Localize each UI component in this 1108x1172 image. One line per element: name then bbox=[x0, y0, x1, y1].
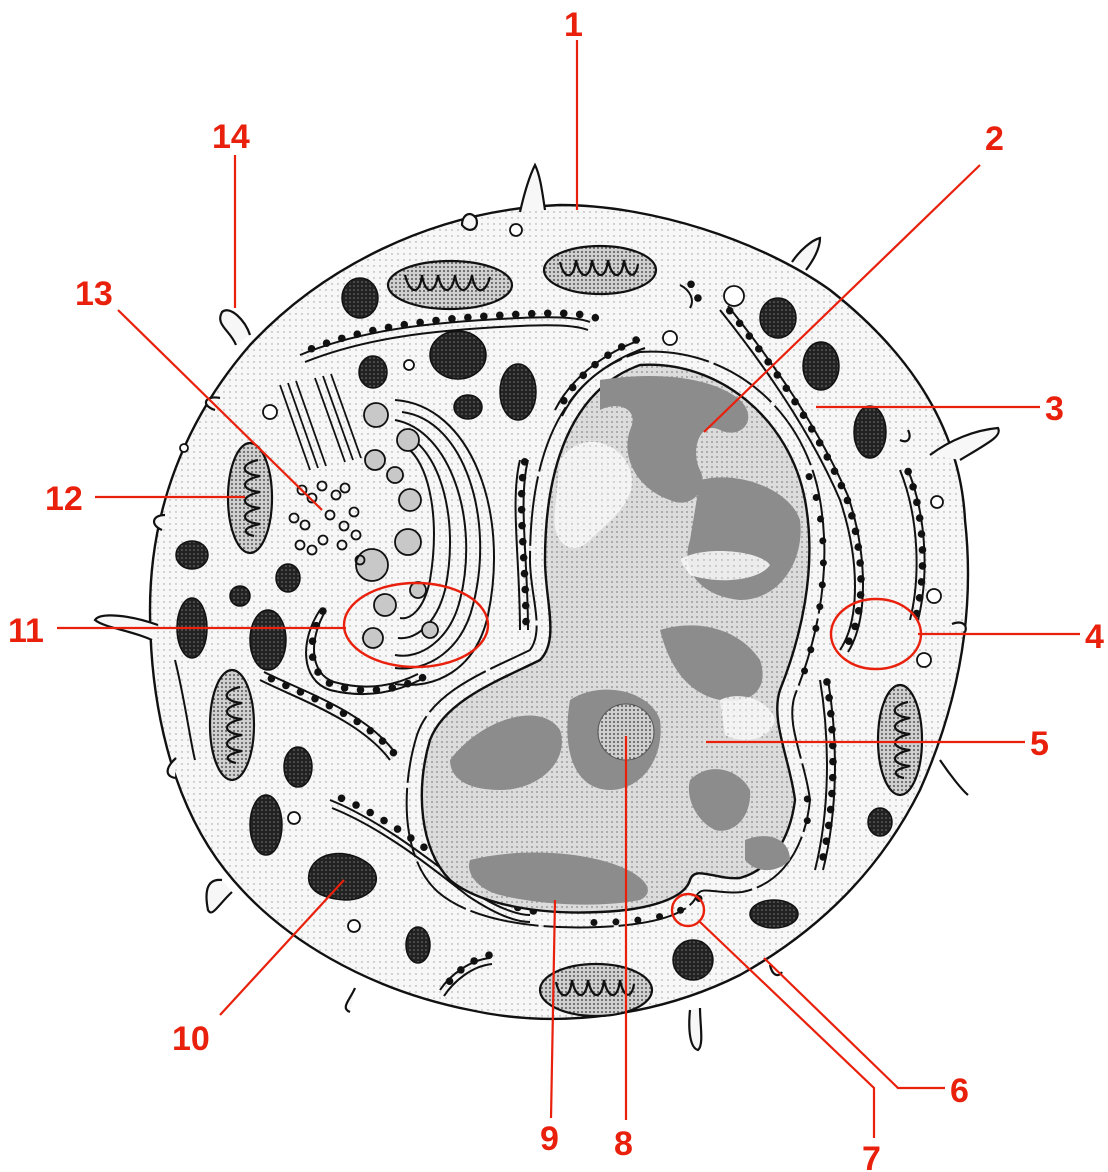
label-2: 2 bbox=[985, 120, 1004, 158]
golgi-vesicles bbox=[355, 402, 439, 649]
nucleus bbox=[405, 350, 826, 929]
label-13: 13 bbox=[75, 275, 113, 313]
label-7: 7 bbox=[862, 1140, 881, 1172]
label-11: 11 bbox=[8, 612, 44, 650]
microvilli bbox=[93, 162, 1000, 1052]
highlight-ring-11 bbox=[342, 581, 490, 669]
highlight-ring-7 bbox=[670, 892, 706, 928]
label-12: 12 bbox=[45, 480, 83, 518]
label-6: 6 bbox=[950, 1072, 969, 1110]
label-9: 9 bbox=[540, 1120, 559, 1158]
golgi-apparatus bbox=[394, 399, 495, 686]
label-8: 8 bbox=[614, 1125, 633, 1163]
label-3: 3 bbox=[1045, 390, 1064, 428]
label-14: 14 bbox=[212, 118, 250, 156]
mitochondria bbox=[208, 244, 924, 1018]
highlight-ring-4 bbox=[829, 597, 923, 671]
leader-lines bbox=[57, 40, 1080, 1138]
number-labels: 1 2 3 4 5 6 7 8 9 10 11 12 13 14 bbox=[8, 6, 1104, 1172]
label-10: 10 bbox=[172, 1020, 210, 1058]
vesicles bbox=[179, 223, 944, 933]
granules bbox=[175, 277, 893, 981]
label-4: 4 bbox=[1085, 618, 1104, 656]
label-1: 1 bbox=[564, 6, 583, 44]
centrioles bbox=[279, 373, 366, 566]
label-5: 5 bbox=[1030, 725, 1049, 763]
